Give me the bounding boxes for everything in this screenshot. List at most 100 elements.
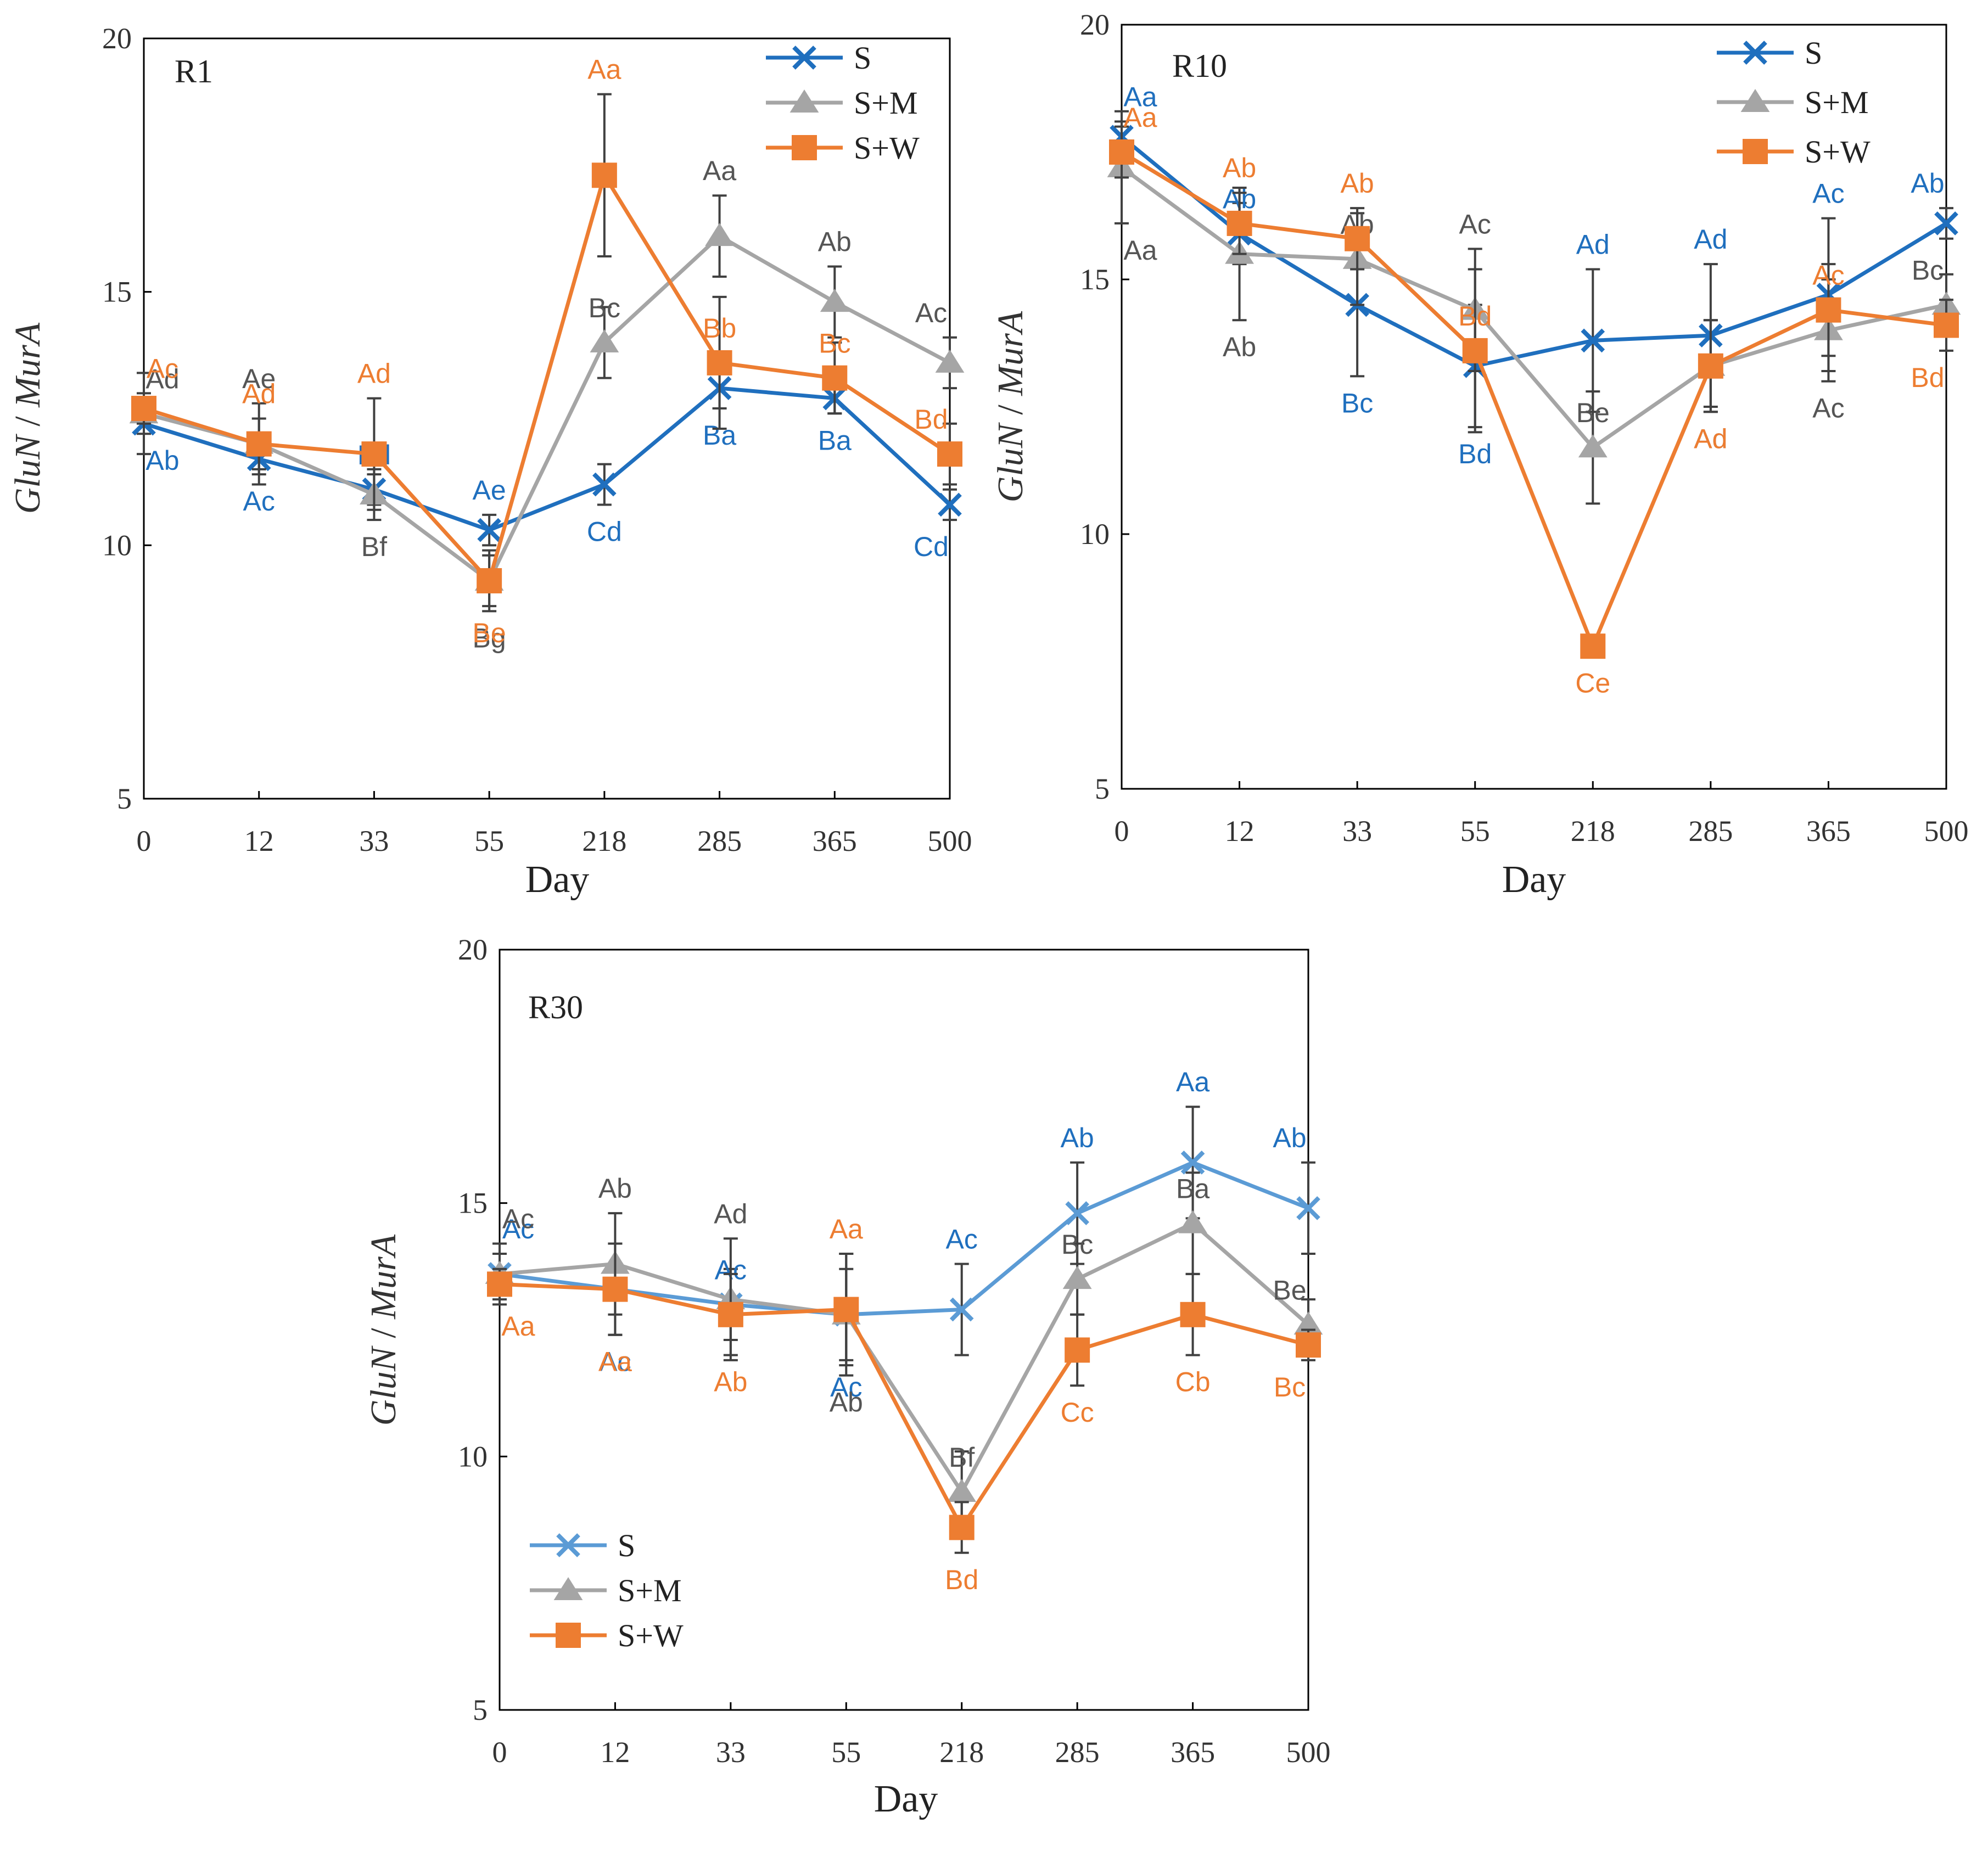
significance-label: Cd — [914, 531, 949, 562]
significance-label: Ab — [1223, 153, 1256, 183]
significance-label: Ab — [818, 227, 852, 257]
significance-label: Ad — [242, 379, 276, 410]
significance-label: Bc — [1061, 1229, 1093, 1260]
data-point — [592, 472, 617, 497]
x-tick-label: 218 — [582, 824, 626, 857]
significance-label: Bf — [361, 531, 387, 562]
y-axis-label-part: GluN — [990, 422, 1031, 502]
y-axis-label-part: MurA — [363, 1234, 404, 1320]
plot-frame — [1121, 24, 1947, 790]
x-axis-label: Day — [1502, 859, 1566, 901]
data-point — [1293, 1311, 1323, 1335]
significance-label: Ab — [145, 445, 179, 476]
significance-label: Ab — [830, 1387, 863, 1418]
x-tick-label: 33 — [1342, 815, 1372, 848]
series-line — [1120, 166, 1947, 450]
significance-label: Bd — [1458, 301, 1492, 332]
legend: S S+M S+W — [530, 1528, 684, 1653]
significance-label: Bc — [589, 293, 620, 323]
data-point — [246, 431, 272, 457]
x-tick-label: 218 — [939, 1736, 984, 1769]
significance-label: Ad — [1694, 423, 1727, 454]
data-point — [487, 1271, 512, 1297]
legend-label: S — [618, 1528, 635, 1563]
data-point — [1296, 1332, 1321, 1358]
x-tick-label: 55 — [1460, 815, 1490, 848]
legend-marker — [553, 1577, 583, 1600]
y-tick-label: 10 — [1080, 518, 1110, 551]
x-tick-label: 12 — [244, 824, 274, 857]
significance-label: Be — [1576, 397, 1610, 428]
significance-label: Ac — [599, 1347, 631, 1377]
legend-marker — [792, 46, 816, 70]
panel-title: R10 — [1172, 48, 1227, 84]
series-s-plus-w: Aa Ab Ab Bd Ce Ad Ac Bd — [1109, 102, 1959, 699]
y-tick-label: 10 — [458, 1440, 488, 1473]
data-point — [591, 162, 617, 188]
data-point — [1345, 226, 1370, 251]
legend-marker — [792, 135, 817, 160]
data-point — [937, 441, 962, 467]
data-point — [477, 568, 502, 593]
significance-label: Ac — [1812, 260, 1844, 291]
data-point — [1581, 328, 1605, 353]
x-tick-label: 33 — [716, 1736, 746, 1769]
y-tick-label: 15 — [458, 1187, 488, 1220]
legend-label: S — [1805, 35, 1822, 71]
legend: S S+M S+W — [1717, 35, 1871, 170]
data-point — [1062, 1266, 1092, 1289]
significance-label: Aa — [830, 1214, 863, 1244]
series-line — [1121, 150, 1947, 648]
x-tick-label: 12 — [1225, 815, 1255, 848]
legend-label: S+W — [1805, 134, 1871, 170]
data-point — [1227, 210, 1252, 236]
data-point — [820, 289, 849, 312]
y-axis-label-part: / — [363, 1319, 404, 1347]
legend-marker — [556, 1533, 580, 1557]
y-tick-label: 15 — [1080, 263, 1110, 296]
significance-label: Ab — [1911, 168, 1944, 199]
y-tick-label: 10 — [102, 529, 132, 562]
significance-label: Ae — [242, 363, 276, 394]
data-point — [1065, 1337, 1090, 1363]
y-axis-label: GluN / MurA — [8, 322, 48, 514]
data-point — [1578, 434, 1608, 458]
x-tick-label: 365 — [813, 824, 857, 857]
significance-label: Ba — [1176, 1174, 1209, 1204]
legend-label: S+W — [854, 130, 920, 166]
significance-label: Bf — [949, 1442, 975, 1473]
significance-label: Ac — [502, 1204, 534, 1235]
chart-panel-r10: 5 10 15 20 0 12 33 55 218 285 365 500 Day GluN / MurA… — [990, 8, 1969, 901]
x-tick-label: 365 — [1806, 815, 1851, 848]
y-axis-label-part: GluN — [8, 433, 48, 514]
significance-label: Cc — [1061, 1397, 1094, 1428]
x-tick-label: 500 — [1286, 1736, 1331, 1769]
data-point — [947, 1478, 977, 1502]
significance-label: Aa — [1123, 81, 1157, 112]
y-axis-label-part: / — [990, 396, 1031, 424]
chart-panel-r1: 5 10 15 20 0 12 33 55 218 285 365 500 Day GluN / MurA… — [8, 22, 972, 901]
x-axis-label: Day — [874, 1778, 938, 1820]
y-tick-label: 20 — [1080, 8, 1110, 41]
significance-label: Ba — [818, 425, 852, 456]
significance-label: Bd — [945, 1564, 978, 1595]
significance-label: Aa — [703, 155, 736, 186]
y-axis-label-part: MurA — [8, 322, 48, 408]
significance-label: Ac — [915, 298, 947, 328]
x-tick-label: 365 — [1171, 1736, 1215, 1769]
series-s: Aa Ab Bc Bd Ad Ad Ac Ab — [1110, 81, 1958, 469]
significance-label: Ad — [1694, 224, 1727, 255]
x-tick-label: 55 — [474, 824, 504, 857]
x-tick-label: 12 — [600, 1736, 630, 1769]
series-line — [1120, 135, 1947, 368]
significance-label: Ab — [1273, 1123, 1306, 1153]
significance-label: Bc — [1912, 255, 1944, 285]
significance-label: Bd — [914, 404, 948, 435]
x-axis-label: Day — [525, 859, 590, 901]
y-axis-label-part: GluN — [363, 1345, 404, 1426]
x-tick-label: 55 — [831, 1736, 861, 1769]
data-point — [705, 223, 734, 246]
x-tick-label: 500 — [928, 824, 972, 857]
series-line — [143, 386, 951, 532]
chart-panel-r30: 5 10 15 20 0 12 33 55 218 285 365 500 Day GluN / MurA… — [363, 933, 1331, 1820]
